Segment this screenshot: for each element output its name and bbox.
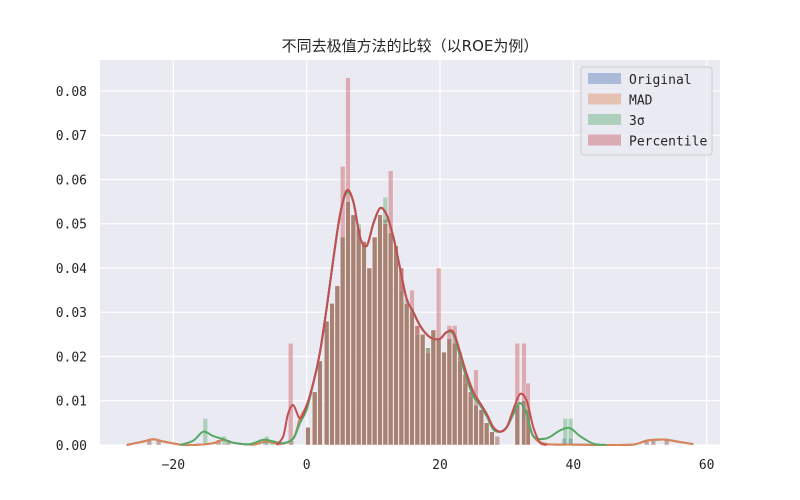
hist-bar [312, 391, 318, 446]
y-tick-label: 0.01 [56, 395, 87, 410]
hist-bar [568, 418, 574, 446]
hist-bar [473, 369, 479, 446]
hist-bar [436, 267, 442, 446]
y-tick-label: 0.04 [56, 262, 87, 277]
series-Original [146, 201, 670, 446]
y-tick-label: 0.02 [56, 350, 87, 365]
hist-bar [489, 431, 495, 446]
x-tick-label: 40 [566, 458, 582, 473]
hist-bar [366, 267, 372, 446]
hist-bar [340, 166, 346, 446]
legend-label: 3σ [629, 114, 645, 129]
x-tick-label: −20 [162, 458, 185, 473]
hist-bar [441, 351, 447, 446]
hist-bar [329, 303, 335, 446]
x-tick-label: 20 [432, 458, 448, 473]
histogram-bars [146, 77, 670, 446]
y-tick-label: 0.03 [56, 306, 87, 321]
tick-labels: −20 0 20 40 60 0.00 0.01 0.02 0.03 0.04 0.05 0.06 0.… [56, 85, 715, 473]
legend-label: Percentile [629, 135, 707, 150]
y-tick-label: 0.05 [56, 218, 87, 233]
y-tick-label: 0.00 [56, 439, 87, 454]
hist-bar [468, 391, 474, 446]
hist-bar [356, 228, 362, 446]
hist-bar [377, 214, 383, 446]
x-tick-label: 0 [303, 458, 311, 473]
hist-bar [462, 374, 468, 446]
kde-line-Percentile [275, 189, 548, 446]
hist-bar [393, 245, 399, 446]
series-Percentile [288, 77, 531, 446]
chart-title: 不同去极值方法的比较（以ROE为例） [282, 37, 539, 55]
kde-curves [126, 189, 694, 446]
y-tick-label: 0.08 [56, 85, 87, 100]
hist-bar [414, 325, 420, 446]
hist-bar [345, 77, 351, 446]
hist-bar [430, 329, 436, 446]
hist-bar [404, 303, 410, 446]
legend: Original MAD 3σ Percentile [580, 66, 713, 156]
legend-label: MAD [629, 94, 653, 109]
hist-bar [494, 435, 500, 446]
hist-bar [382, 223, 388, 446]
hist-bar [420, 334, 426, 446]
hist-bar [409, 289, 415, 446]
legend-swatch [588, 73, 621, 84]
legend-swatch [588, 114, 621, 125]
hist-bar [562, 418, 568, 446]
hist-bar [305, 427, 311, 446]
hist-bar [457, 351, 463, 446]
legend-box [580, 66, 713, 156]
legend-swatch [588, 93, 621, 105]
legend-swatch [588, 134, 621, 146]
hist-bar [425, 351, 431, 446]
hist-bar [288, 343, 294, 446]
hist-bar [452, 325, 458, 446]
hist-bar [334, 285, 340, 446]
hist-bar [398, 267, 404, 446]
hist-bar [350, 214, 356, 446]
hist-bar [324, 320, 330, 446]
hist-bar [446, 325, 452, 446]
hist-bar [361, 241, 367, 446]
legend-label: Original [629, 73, 692, 88]
hist-bar [317, 360, 323, 446]
hist-bar [484, 422, 490, 446]
hist-bar [372, 236, 378, 446]
x-tick-label: 60 [699, 458, 715, 473]
hist-bar [388, 170, 394, 446]
hist-bar [478, 409, 484, 446]
y-tick-label: 0.07 [56, 129, 87, 144]
y-tick-label: 0.06 [56, 173, 87, 188]
